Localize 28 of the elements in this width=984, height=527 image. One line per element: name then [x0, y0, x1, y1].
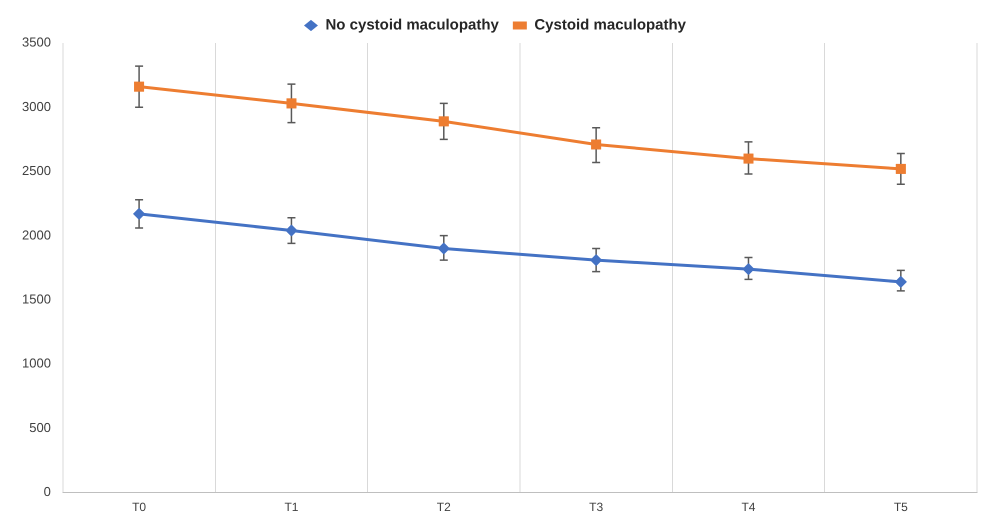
- point: [894, 276, 907, 288]
- point: [896, 164, 906, 174]
- y-tick-label: 1000: [22, 356, 51, 371]
- point: [742, 263, 754, 276]
- x-tick-label: T2: [436, 500, 452, 514]
- y-tick-label: 0: [44, 484, 51, 500]
- y-tick-label: 3000: [22, 98, 51, 114]
- point: [133, 208, 146, 220]
- point: [438, 242, 450, 255]
- point: [285, 224, 298, 237]
- y-tick-label: 2000: [22, 227, 51, 242]
- x-tick-label: T0: [132, 500, 146, 514]
- x-tick-label: T3: [589, 500, 604, 514]
- point: [591, 140, 602, 150]
- x-tick-label: T4: [741, 500, 756, 514]
- legend-label: Cystoid maculopathy: [534, 16, 687, 34]
- y-tick-label: 3500: [22, 34, 51, 50]
- point: [590, 254, 602, 266]
- y-tick-label: 1500: [22, 291, 51, 306]
- point: [134, 82, 144, 92]
- point: [286, 98, 296, 108]
- point: [744, 154, 754, 164]
- point: [438, 116, 449, 126]
- y-tick-label: 2500: [22, 163, 51, 178]
- y-tick-label: 500: [29, 420, 51, 435]
- x-tick-label: T1: [284, 500, 299, 514]
- legend-label: No cystoid maculopathy: [325, 16, 500, 34]
- x-tick-label: T5: [894, 500, 908, 514]
